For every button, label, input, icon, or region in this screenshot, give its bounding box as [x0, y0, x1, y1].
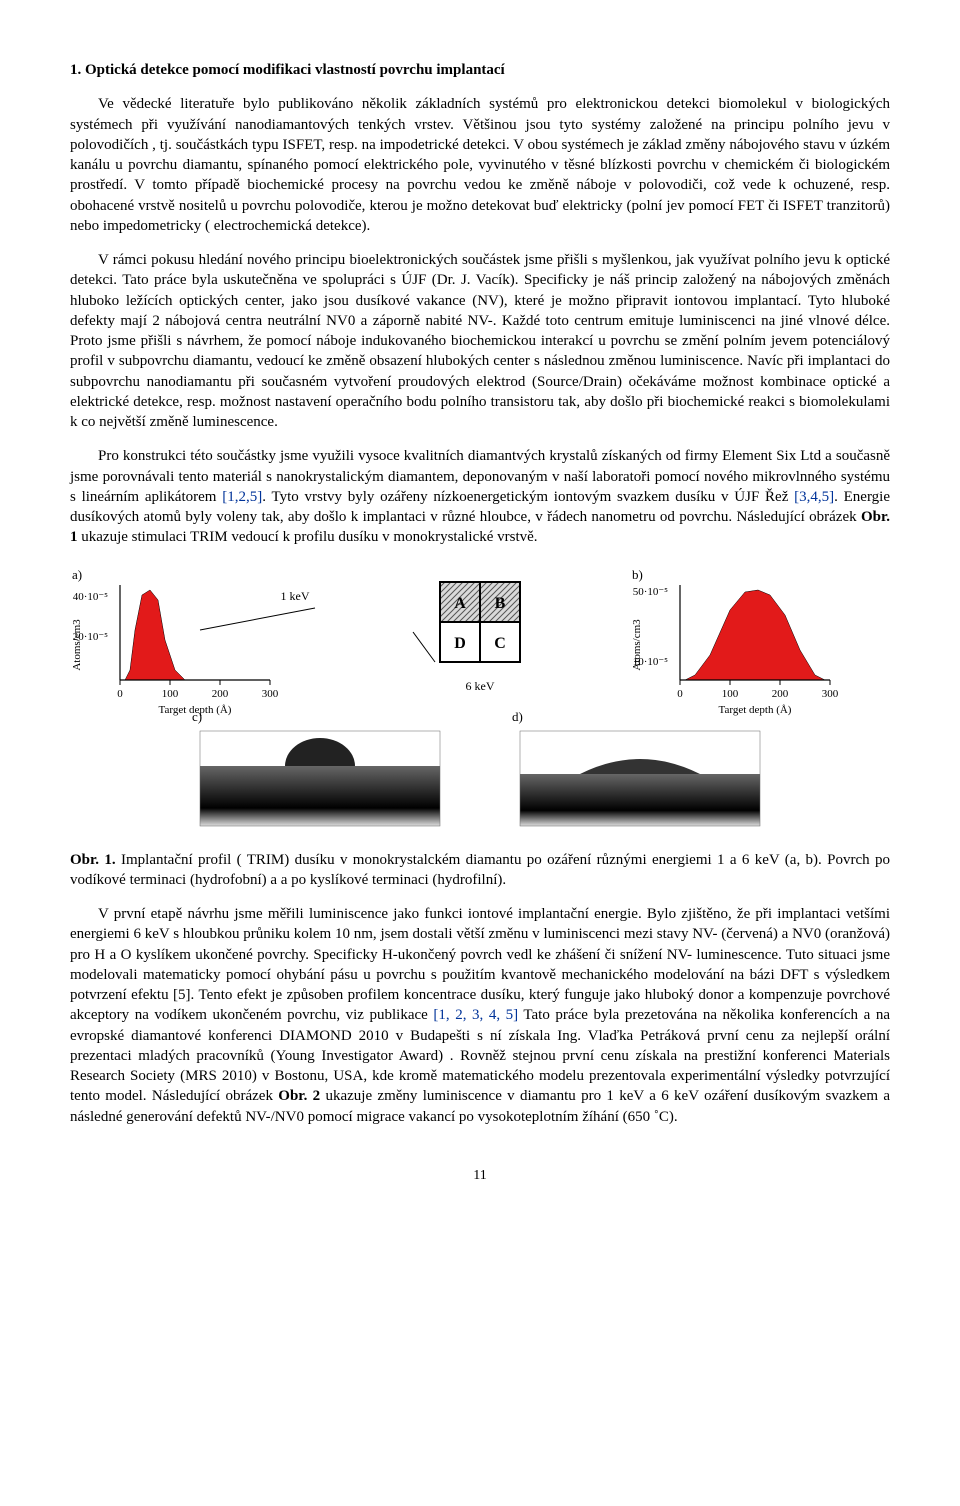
figure-1: a) 40·10⁻⁵ 20·10⁻⁵ Atoms/cm3 0 100 20 — [70, 562, 890, 836]
fig1-panel-c: c) — [190, 726, 450, 836]
chart-a-xtick-1: 100 — [162, 688, 179, 700]
fig1-label-d: d) — [512, 708, 523, 726]
chart-a-energy: 1 keV — [281, 589, 310, 603]
citation-125: [1,2,5] — [222, 489, 262, 505]
figure-1-caption: Obr. 1. Implantační profil ( TRIM) dusík… — [70, 850, 890, 891]
section-heading: 1. Optická detekce pomocí modifikaci vla… — [70, 60, 890, 80]
fig1-panel-d: d) — [510, 726, 770, 836]
fig1-label-a: a) — [72, 566, 82, 584]
caption-text: Implantační profil ( TRIM) dusíku v mono… — [70, 852, 890, 888]
mid-cell-c: C — [494, 635, 506, 652]
mid-cell-a: A — [454, 595, 466, 612]
fig1-panel-a: a) 40·10⁻⁵ 20·10⁻⁵ Atoms/cm3 0 100 20 — [70, 570, 330, 720]
chart-a-peak — [125, 590, 185, 680]
chart-a-xtick-3: 300 — [262, 688, 279, 700]
mid-cell-d: D — [454, 635, 466, 652]
citation-345: [3,4,5] — [794, 489, 834, 505]
paragraph-2: V rámci pokusu hledání nového principu b… — [70, 250, 890, 432]
mid-energy: 6 keV — [466, 679, 495, 693]
paragraph-1: Ve vědecké literatuře bylo publikováno n… — [70, 94, 890, 236]
panel-c-svg — [190, 726, 450, 836]
chart-a-ytick-1: 40·10⁻⁵ — [73, 591, 108, 603]
chart-a-ylabel: Atoms/cm3 — [71, 618, 83, 670]
page-number: 11 — [70, 1167, 890, 1186]
chart-b-ytick-1: 50·10⁻⁵ — [633, 586, 668, 598]
chart-b-ylabel: Atoms/cm3 — [631, 618, 643, 670]
fig1-panel-b: b) 50·10⁻⁵ 10·10⁻⁵ Atoms/cm3 0 100 200 3… — [630, 570, 890, 720]
fig1-label-c: c) — [192, 708, 202, 726]
para3-text-d: ukazuje stimulaci TRIM vedoucí k profilu… — [78, 529, 538, 545]
para4-text-a: V první etapě návrhu jsme měřili luminis… — [70, 906, 890, 1023]
chart-b-svg: 50·10⁻⁵ 10·10⁻⁵ Atoms/cm3 0 100 200 300 … — [630, 570, 890, 720]
caption-label: Obr. 1. — [70, 852, 116, 868]
fig1-middle-grid: A B D C 6 keV — [405, 562, 555, 702]
mid-svg: A B D C 6 keV — [405, 562, 555, 702]
mid-cell-b: B — [495, 595, 506, 612]
chart-b-peak — [685, 590, 825, 680]
citation-12345: [1, 2, 3, 4, 5] — [433, 1007, 518, 1023]
chart-b-xtick-3: 300 — [822, 688, 839, 700]
chart-b-xtick-0: 0 — [677, 688, 683, 700]
para3-text-b: . Tyto vrstvy byly ozářeny nízkoenergeti… — [262, 489, 794, 505]
ref-obr-2: Obr. 2 — [278, 1088, 320, 1104]
paragraph-3: Pro konstrukci této součástky jsme využi… — [70, 446, 890, 547]
chart-b-xlabel: Target depth (Å) — [719, 704, 792, 716]
chart-a-svg: 40·10⁻⁵ 20·10⁻⁵ Atoms/cm3 0 100 200 300 … — [70, 570, 330, 720]
chart-a-xtick-2: 200 — [212, 688, 229, 700]
chart-b-xtick-1: 100 — [722, 688, 739, 700]
chart-a-xtick-0: 0 — [117, 688, 123, 700]
paragraph-4: V první etapě návrhu jsme měřili luminis… — [70, 904, 890, 1127]
fig1-label-b: b) — [632, 566, 643, 584]
chart-b-xtick-2: 200 — [772, 688, 789, 700]
panel-d-svg — [510, 726, 770, 836]
